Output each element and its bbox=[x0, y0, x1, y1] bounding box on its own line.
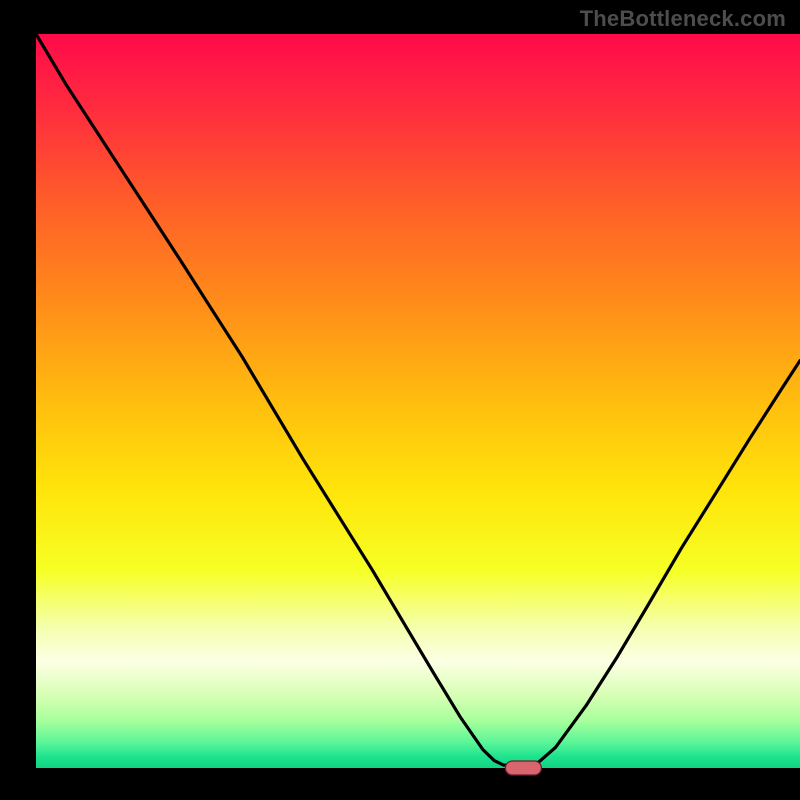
watermark-text: TheBottleneck.com bbox=[580, 6, 786, 32]
chart-frame: TheBottleneck.com bbox=[0, 0, 800, 800]
optimum-marker bbox=[505, 761, 541, 775]
gradient-plot-area bbox=[36, 34, 800, 768]
bottleneck-curve-chart bbox=[0, 0, 800, 800]
